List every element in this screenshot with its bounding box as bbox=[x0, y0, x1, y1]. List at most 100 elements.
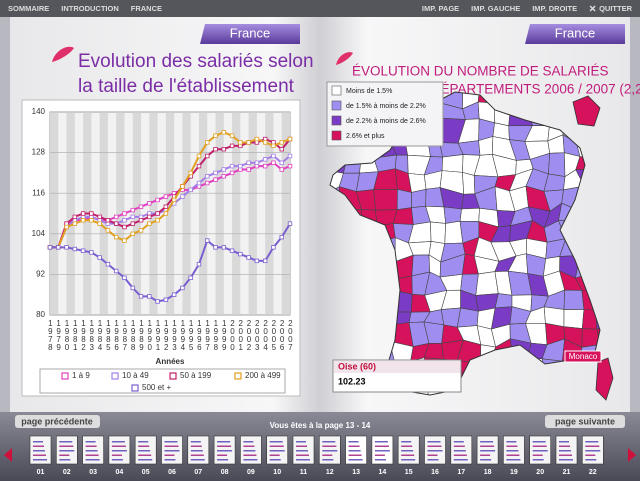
thumbnail[interactable]: 12 bbox=[318, 435, 341, 476]
thumbnail[interactable]: 01 bbox=[29, 435, 52, 476]
thumbnail[interactable]: 17 bbox=[450, 435, 473, 476]
thumbnail[interactable]: 05 bbox=[134, 435, 157, 476]
point bbox=[213, 245, 218, 250]
thumbnail[interactable]: 15 bbox=[397, 435, 420, 476]
thumbnail-number[interactable]: 08 bbox=[221, 469, 229, 476]
point bbox=[238, 251, 243, 257]
nav-action[interactable]: IMP. DROITE bbox=[532, 4, 577, 13]
x-tick-label: 1983 bbox=[87, 319, 96, 351]
prev-button[interactable] bbox=[15, 415, 100, 428]
corsica[interactable] bbox=[595, 357, 614, 401]
thumbnail[interactable]: 21 bbox=[555, 435, 578, 476]
thumbnail-number[interactable]: 18 bbox=[484, 469, 492, 476]
thumbnail-number[interactable]: 22 bbox=[589, 469, 597, 476]
nav-action[interactable]: IMP. PAGE bbox=[422, 4, 459, 13]
department[interactable] bbox=[581, 328, 600, 348]
thumbnail-content bbox=[33, 441, 43, 443]
thumbnail-content bbox=[85, 445, 97, 447]
thumbnail-number[interactable]: 02 bbox=[63, 469, 71, 476]
thumbnail-number[interactable]: 13 bbox=[352, 469, 360, 476]
department[interactable] bbox=[563, 289, 585, 310]
department[interactable] bbox=[548, 152, 566, 177]
thumbnail-number[interactable]: 04 bbox=[116, 469, 124, 476]
tab bbox=[200, 24, 300, 44]
thumbnail[interactable]: 06 bbox=[161, 435, 183, 476]
point bbox=[254, 258, 260, 264]
thumbnail[interactable]: 07 bbox=[187, 435, 210, 476]
nav-item[interactable]: FRANCE bbox=[131, 4, 162, 13]
thumbnail-number[interactable]: 06 bbox=[168, 469, 176, 476]
department[interactable] bbox=[595, 309, 615, 330]
next-button[interactable] bbox=[545, 415, 625, 428]
thumbnail-number[interactable]: 19 bbox=[510, 469, 518, 476]
thumbnail-content bbox=[401, 450, 414, 452]
thumbnail-number[interactable]: 15 bbox=[405, 469, 413, 476]
department[interactable] bbox=[443, 206, 462, 224]
department[interactable] bbox=[411, 188, 427, 208]
department[interactable] bbox=[396, 188, 412, 211]
thumbnail-number[interactable]: 12 bbox=[326, 469, 334, 476]
prev-label[interactable]: page précédente bbox=[21, 416, 93, 426]
thumbnail-number[interactable]: 17 bbox=[457, 469, 465, 476]
next-arrow[interactable] bbox=[628, 448, 636, 462]
thumbnail-number[interactable]: 05 bbox=[142, 469, 150, 476]
thumbnail-content bbox=[585, 441, 599, 443]
thumbnail-number[interactable]: 07 bbox=[194, 469, 202, 476]
point bbox=[163, 297, 169, 302]
department[interactable] bbox=[494, 293, 513, 309]
thumbnail[interactable]: 08 bbox=[213, 435, 236, 476]
department[interactable] bbox=[475, 271, 499, 296]
department[interactable] bbox=[430, 221, 446, 244]
department[interactable] bbox=[373, 188, 398, 211]
thumbnail-content bbox=[480, 445, 495, 447]
point bbox=[271, 160, 276, 165]
thumbnail[interactable]: 03 bbox=[82, 435, 104, 476]
nav-item[interactable]: INTRODUCTION bbox=[61, 4, 119, 13]
thumbnail[interactable]: 02 bbox=[55, 435, 78, 476]
thumbnail[interactable]: 20 bbox=[529, 435, 552, 476]
thumbnail[interactable]: 16 bbox=[424, 435, 446, 476]
nav-item[interactable]: SOMMAIRE bbox=[8, 4, 49, 13]
department[interactable] bbox=[563, 309, 585, 329]
thumbnail-number[interactable]: 20 bbox=[536, 469, 544, 476]
prev-arrow[interactable] bbox=[4, 448, 12, 462]
thumbnail-number[interactable]: 16 bbox=[431, 469, 439, 476]
thumbnail-number[interactable]: 21 bbox=[563, 469, 571, 476]
point bbox=[122, 275, 127, 280]
thumbnail[interactable]: 13 bbox=[345, 435, 367, 476]
nav-action[interactable]: QUITTER bbox=[599, 4, 632, 13]
thumbnail-content bbox=[322, 450, 338, 452]
point bbox=[246, 255, 251, 260]
point bbox=[188, 170, 193, 176]
thumbnail-number[interactable]: 11 bbox=[300, 469, 308, 476]
thumbnail[interactable]: 10 bbox=[266, 435, 289, 476]
nav-action[interactable]: IMP. GAUCHE bbox=[471, 4, 520, 13]
thumbnail[interactable]: 18 bbox=[476, 435, 499, 476]
thumbnail[interactable]: 11 bbox=[292, 435, 315, 476]
department[interactable] bbox=[441, 154, 464, 173]
thumbnail-number[interactable]: 03 bbox=[89, 469, 97, 476]
department[interactable] bbox=[459, 207, 480, 222]
thumbnail[interactable]: 19 bbox=[503, 435, 525, 476]
thumbnail[interactable]: 04 bbox=[108, 435, 131, 476]
next-label[interactable]: page suivante bbox=[555, 416, 615, 426]
department[interactable] bbox=[456, 307, 479, 328]
thumbnail[interactable]: 09 bbox=[240, 435, 262, 476]
point bbox=[105, 262, 111, 267]
thumbnail-number[interactable]: 09 bbox=[247, 469, 255, 476]
thumbnail[interactable]: 14 bbox=[371, 435, 394, 476]
map-label-box bbox=[564, 350, 602, 363]
point bbox=[89, 211, 94, 216]
thumbnail[interactable]: 22 bbox=[581, 435, 604, 476]
thumbnail-content bbox=[585, 450, 601, 452]
thumbnail-number[interactable]: 10 bbox=[273, 469, 281, 476]
department[interactable] bbox=[462, 171, 476, 195]
legend-label: Moins de 1.5% bbox=[346, 88, 392, 95]
point bbox=[279, 167, 284, 172]
department[interactable] bbox=[444, 220, 464, 244]
thumbnail-content bbox=[480, 459, 492, 461]
thumbnail-number[interactable]: 01 bbox=[37, 469, 45, 476]
thumbnail-content bbox=[453, 454, 467, 456]
paris-inset[interactable] bbox=[572, 95, 601, 127]
thumbnail-number[interactable]: 14 bbox=[379, 469, 387, 476]
